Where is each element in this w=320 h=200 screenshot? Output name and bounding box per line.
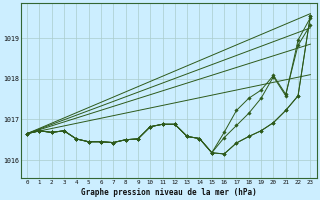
X-axis label: Graphe pression niveau de la mer (hPa): Graphe pression niveau de la mer (hPa) [81, 188, 257, 197]
